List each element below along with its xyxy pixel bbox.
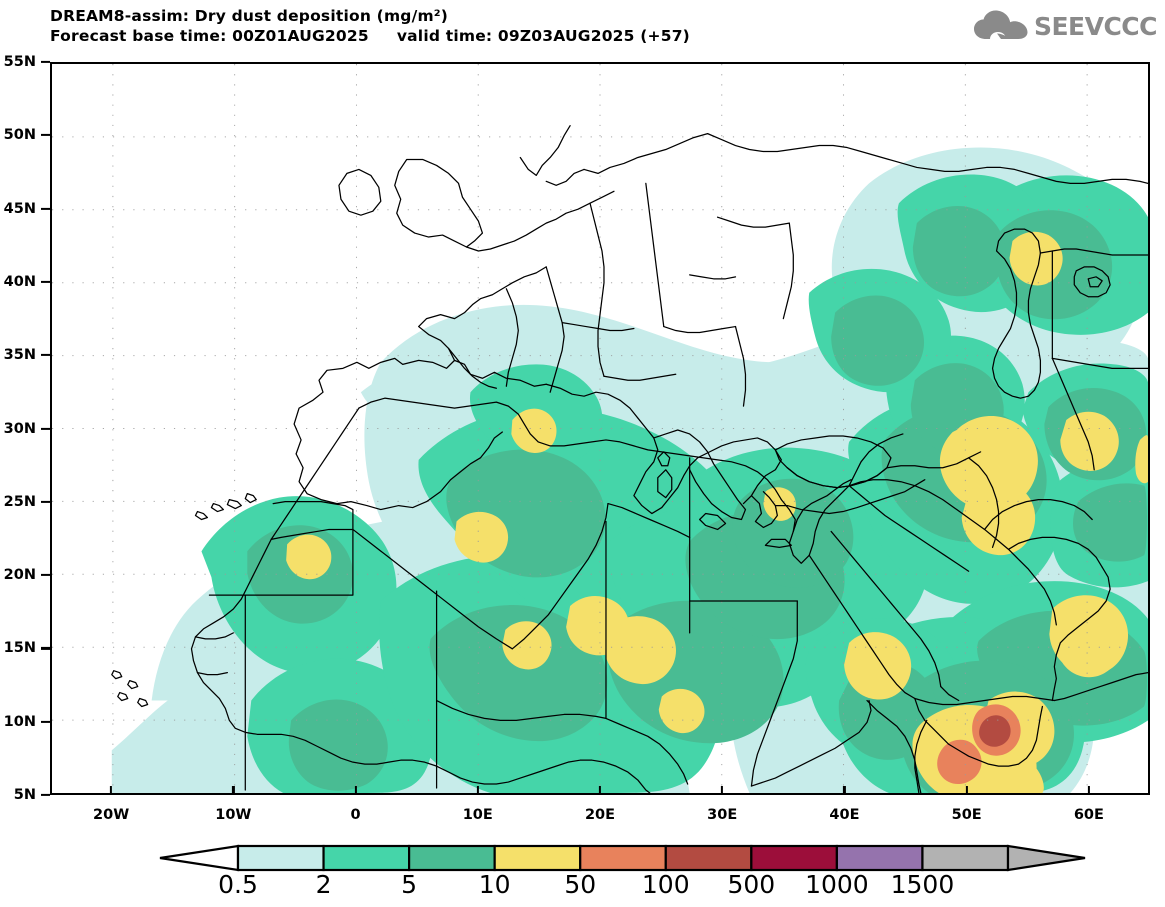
y-tick-label: 20N [3, 567, 36, 584]
y-tick-mark [41, 793, 50, 797]
x-tick-mark [354, 786, 357, 795]
x-tick-label: 60E [1073, 807, 1104, 823]
x-tick-label: 10W [215, 807, 252, 823]
colorbar-swatch[interactable] [408, 844, 496, 872]
x-tick-mark [965, 786, 968, 795]
x-tick-label: 20E [584, 807, 616, 823]
colorbar-label: 2 [315, 870, 332, 899]
x-tick-label: 50E [951, 807, 982, 823]
y-tick-mark [41, 500, 50, 503]
x-tick-mark [843, 786, 846, 795]
y-tick-label: 40N [3, 273, 36, 290]
x-tick-mark [721, 786, 724, 795]
seevccc-logo: SEEVCCC [973, 8, 1158, 44]
x-tick-mark [110, 786, 113, 795]
colorbar-swatch[interactable] [921, 844, 1010, 872]
colorbar-under-arrow [159, 844, 240, 872]
colorbar-swatch[interactable] [579, 844, 667, 872]
contour-band-100-500 [979, 715, 1011, 747]
y-tick-mark [41, 354, 50, 357]
y-tick-label: 45N [3, 200, 36, 217]
colorbar-swatch[interactable] [750, 844, 838, 872]
y-tick-mark [41, 647, 50, 650]
y-tick-mark [41, 574, 50, 577]
title-block: DREAM8-assim: Dry dust deposition (mg/m²… [50, 6, 690, 47]
x-tick-label: 10E [462, 807, 493, 823]
colorbar-label: 10 [478, 870, 511, 899]
colorbar-swatch[interactable] [236, 844, 325, 872]
x-tick-label: 40E [829, 807, 860, 823]
colorbar-label: 0.5 [218, 870, 258, 899]
map-clip [52, 64, 1148, 793]
x-tick-label: 0 [350, 807, 361, 823]
y-tick-label: 15N [3, 640, 36, 657]
colorbar-label: 5 [401, 870, 418, 899]
colorbar-label: 1000 [805, 870, 869, 899]
y-tick-label: 30N [3, 420, 36, 437]
x-tick-mark [476, 786, 479, 795]
y-tick-label: 55N [3, 54, 36, 70]
y-tick-mark [41, 720, 50, 723]
forecast-time-subtitle: Forecast base time: 00Z01AUG2025 valid t… [50, 27, 690, 46]
colorbar-label: 500 [727, 870, 776, 899]
y-tick-mark [41, 134, 50, 137]
colorbar-bands [236, 844, 1010, 872]
logo-text: SEEVCCC [1033, 11, 1158, 41]
x-tick-label: 20W [93, 807, 130, 823]
x-tick-label: 30E [707, 807, 738, 823]
colorbar-svg [159, 844, 1086, 872]
colorbar-swatch[interactable] [835, 844, 924, 872]
colorbar-over-arrow [1006, 844, 1086, 872]
dust-deposition-map [52, 64, 1148, 793]
y-tick-label: 35N [3, 347, 36, 364]
x-tick-mark [598, 786, 602, 795]
y-tick-mark [41, 60, 50, 64]
cloud-icon [973, 10, 1028, 39]
colorbar[interactable]: 0.5 2 5 10 50 100 500 1000 1500 [0, 840, 1165, 902]
colorbar-label: 100 [641, 870, 690, 899]
y-tick-label: 5N [13, 787, 36, 803]
colorbar-swatch[interactable] [493, 844, 582, 872]
y-tick-label: 50N [3, 127, 36, 144]
colorbar-label: 50 [564, 870, 597, 899]
y-tick-mark [41, 280, 50, 283]
coastlines-and-borders [111, 125, 1148, 793]
colorbar-label: 1500 [890, 870, 955, 899]
y-axis: 55N 50N 45N 40N 35N 30N 25N 20N 15N 10N 5N [0, 54, 50, 803]
y-tick-mark [41, 207, 50, 210]
x-tick-mark [232, 786, 235, 795]
x-axis: 20W 10W 0 10E 20E 30E 40E 50E 60E [50, 786, 1150, 835]
y-tick-label: 25N [3, 493, 36, 510]
x-tick-mark [1087, 786, 1090, 795]
y-tick-label: 10N [3, 713, 36, 730]
chart-header: DREAM8-assim: Dry dust deposition (mg/m²… [0, 0, 1165, 58]
colorbar-swatch[interactable] [664, 844, 753, 872]
colorbar-swatch[interactable] [322, 844, 411, 872]
y-tick-mark [41, 427, 50, 430]
page-title: DREAM8-assim: Dry dust deposition (mg/m²… [50, 7, 449, 25]
map-plot-area[interactable] [50, 62, 1150, 795]
